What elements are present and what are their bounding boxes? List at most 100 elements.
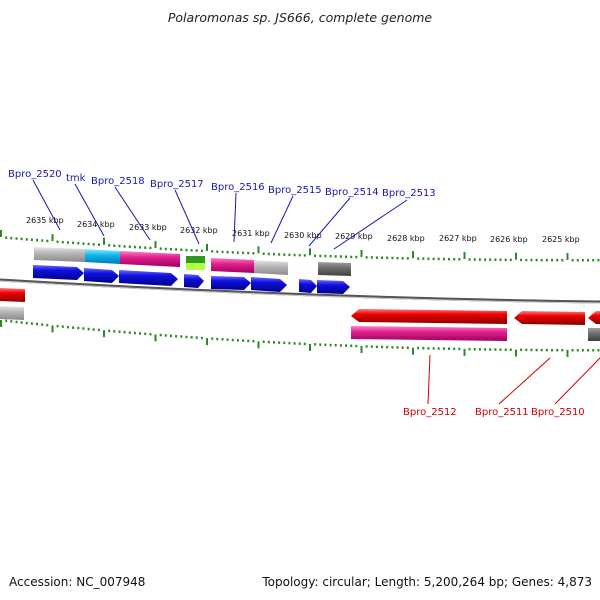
scale-minor-tick	[278, 253, 281, 256]
scale-minor-tick	[597, 259, 600, 262]
gene-feature[interactable]	[351, 326, 507, 341]
scale-minor-tick	[298, 342, 301, 345]
scale-minor-tick	[20, 321, 23, 324]
lower-feature-row	[0, 306, 600, 341]
scale-minor-tick	[453, 258, 456, 261]
forward-gene-arrow[interactable]	[119, 270, 178, 286]
gene-feature[interactable]	[0, 306, 24, 320]
scale-minor-tick	[221, 250, 224, 254]
scale-major-tick	[51, 234, 54, 242]
forward-gene-arrow[interactable]	[33, 265, 84, 280]
scale-minor-tick	[551, 348, 553, 352]
scale-minor-tick	[87, 242, 90, 246]
scale-minor-tick	[303, 254, 306, 257]
scale-minor-tick	[339, 344, 342, 347]
reverse-gene-arrow[interactable]	[514, 311, 585, 325]
scale-major-tick	[154, 334, 157, 342]
scale-minor-tick	[77, 326, 80, 330]
upper-callouts	[32, 179, 408, 250]
gene-feature[interactable]	[588, 328, 600, 341]
reverse-gene-arrow[interactable]	[351, 309, 507, 324]
scale-minor-tick	[5, 236, 8, 239]
scale-minor-tick	[159, 333, 162, 337]
scale-minor-tick	[365, 345, 368, 348]
gene-label[interactable]: Bpro_2520	[8, 169, 62, 180]
scale-minor-tick	[375, 345, 378, 349]
scale-major-tick	[515, 252, 517, 260]
forward-gene-arrow[interactable]	[211, 276, 251, 290]
gene-feature[interactable]	[85, 249, 120, 264]
scale-minor-tick	[123, 245, 126, 248]
scale-minor-tick	[540, 258, 543, 262]
scale-minor-tick	[20, 237, 23, 241]
gene-feature[interactable]	[34, 247, 85, 262]
scale-minor-tick	[267, 340, 270, 344]
gene-feature[interactable]	[211, 258, 254, 273]
scale-minor-tick	[164, 334, 167, 337]
kbp-label: 2626 kbp	[490, 235, 528, 244]
scale-minor-tick	[236, 251, 239, 254]
gene-feature[interactable]	[186, 263, 205, 270]
scale-minor-tick	[350, 344, 353, 348]
gene-label[interactable]: Bpro_2510	[531, 407, 585, 418]
gene-label[interactable]: Bpro_2511	[475, 407, 529, 418]
gene-label[interactable]: Bpro_2512	[403, 407, 457, 418]
scale-minor-tick	[437, 347, 440, 350]
gene-label[interactable]: Bpro_2517	[150, 179, 204, 190]
scale-minor-tick	[345, 344, 347, 347]
scale-minor-tick	[92, 328, 95, 331]
gene-feature[interactable]	[318, 262, 351, 276]
scale-minor-tick	[489, 258, 492, 261]
scale-minor-tick	[576, 349, 579, 352]
scale-minor-tick	[520, 348, 523, 352]
scale-minor-tick	[370, 256, 373, 259]
topology-text: Topology: circular; Length: 5,200,264 bp…	[262, 575, 592, 589]
scale-minor-tick	[432, 347, 435, 350]
scale-minor-tick	[345, 255, 347, 258]
scale-minor-tick	[273, 341, 275, 344]
scale-minor-tick	[530, 348, 533, 352]
gene-label[interactable]: Bpro_2515	[268, 185, 322, 196]
scale-minor-tick	[190, 249, 193, 252]
gene-feature[interactable]	[186, 256, 205, 263]
scale-minor-tick	[211, 250, 214, 253]
scale-minor-tick	[236, 339, 239, 342]
scale-minor-tick	[262, 252, 265, 255]
scale-minor-tick	[30, 238, 33, 241]
scale-minor-tick	[458, 258, 461, 261]
lower-gene-labels: Bpro_2512 Bpro_2511 Bpro_2510	[403, 407, 585, 418]
gene-feature[interactable]	[120, 251, 180, 267]
forward-gene-arrow[interactable]	[84, 268, 119, 283]
gene-feature[interactable]	[254, 260, 288, 275]
gene-label[interactable]: Bpro_2516	[211, 182, 265, 193]
scale-minor-tick	[489, 348, 492, 351]
map-title: Polaromonas sp. JS666, complete genome	[167, 10, 433, 25]
scale-major-tick	[51, 325, 54, 333]
forward-gene-arrow[interactable]	[317, 280, 350, 294]
forward-gene-arrow[interactable]	[251, 277, 287, 292]
forward-gene-arrow[interactable]	[184, 274, 204, 288]
scale-minor-tick	[329, 255, 332, 258]
scale-minor-tick	[82, 242, 85, 245]
gene-label[interactable]: Bpro_2518	[91, 176, 145, 187]
gene-label[interactable]: tmk	[66, 173, 86, 184]
scale-minor-tick	[113, 330, 116, 333]
scale-minor-tick	[41, 323, 44, 326]
scale-minor-tick	[139, 246, 142, 249]
scale-minor-tick	[422, 257, 425, 260]
reverse-gene-arrow[interactable]	[588, 311, 600, 324]
scale-minor-tick	[242, 339, 245, 342]
scale-minor-tick	[30, 322, 33, 325]
scale-minor-tick	[149, 333, 152, 336]
gene-label[interactable]: Bpro_2513	[382, 188, 436, 199]
gene-label[interactable]: Bpro_2514	[325, 187, 379, 198]
scale-minor-tick	[381, 256, 384, 259]
scale-minor-tick	[484, 258, 487, 261]
scale-minor-tick	[216, 337, 219, 341]
reverse-gene-arrow[interactable]	[0, 288, 25, 302]
scale-minor-tick	[324, 254, 327, 258]
scale-minor-tick	[417, 257, 420, 260]
forward-gene-arrow[interactable]	[299, 279, 317, 293]
scale-minor-tick	[391, 256, 394, 260]
